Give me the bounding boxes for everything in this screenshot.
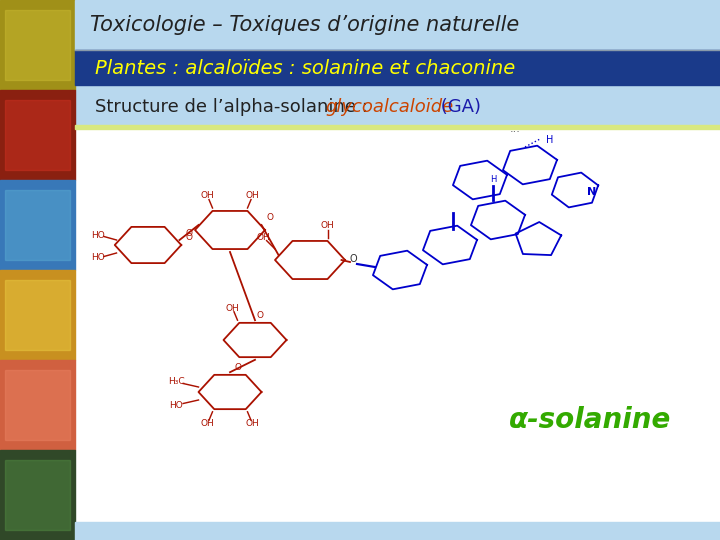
Text: Toxicologie – Toxiques d’origine naturelle: Toxicologie – Toxiques d’origine naturel… [90, 15, 519, 35]
Text: H₃C: H₃C [168, 377, 185, 387]
Text: O: O [256, 311, 264, 320]
Bar [5, 370, 70, 440]
Text: OH: OH [201, 192, 215, 200]
Bar [75, 125, 720, 129]
Text: Plantes : alcaloïdes : solanine et chaconine: Plantes : alcaloïdes : solanine et chaco… [95, 58, 516, 78]
Text: N: N [588, 187, 596, 197]
Bar [0, 90, 75, 180]
Bar [75, 85, 720, 125]
Text: O: O [186, 228, 192, 238]
Text: OH: OH [256, 233, 270, 241]
Bar [5, 460, 70, 530]
Text: HO: HO [91, 253, 105, 262]
Text: H: H [546, 135, 554, 145]
Bar [5, 280, 70, 350]
Bar [0, 0, 75, 90]
Text: O: O [266, 213, 274, 222]
Bar [75, 0, 720, 50]
Text: OH: OH [225, 303, 239, 313]
Text: OH: OH [201, 419, 215, 428]
Text: O: O [349, 254, 357, 264]
Bar [75, 522, 720, 540]
Bar [0, 270, 75, 360]
Bar [0, 360, 75, 450]
Text: OH: OH [320, 221, 334, 231]
Bar [0, 180, 75, 270]
Text: OH: OH [246, 192, 259, 200]
Text: HO: HO [170, 401, 184, 409]
Text: (GA): (GA) [435, 98, 481, 116]
Text: HO: HO [91, 231, 105, 240]
Text: H: H [490, 176, 496, 185]
Text: glycoalcaloïde: glycoalcaloïde [325, 98, 454, 116]
Bar [75, 129, 720, 540]
Bar [5, 10, 70, 80]
Text: Structure de l’alpha-solanine :: Structure de l’alpha-solanine : [95, 98, 374, 116]
Text: O: O [235, 363, 241, 372]
Bar [0, 450, 75, 540]
Text: O: O [186, 233, 192, 241]
Bar [75, 50, 720, 85]
Bar [5, 100, 70, 170]
Text: ...: ... [510, 124, 521, 134]
Text: α-solanine: α-solanine [509, 406, 671, 434]
Text: OH: OH [246, 419, 259, 428]
Bar [5, 190, 70, 260]
